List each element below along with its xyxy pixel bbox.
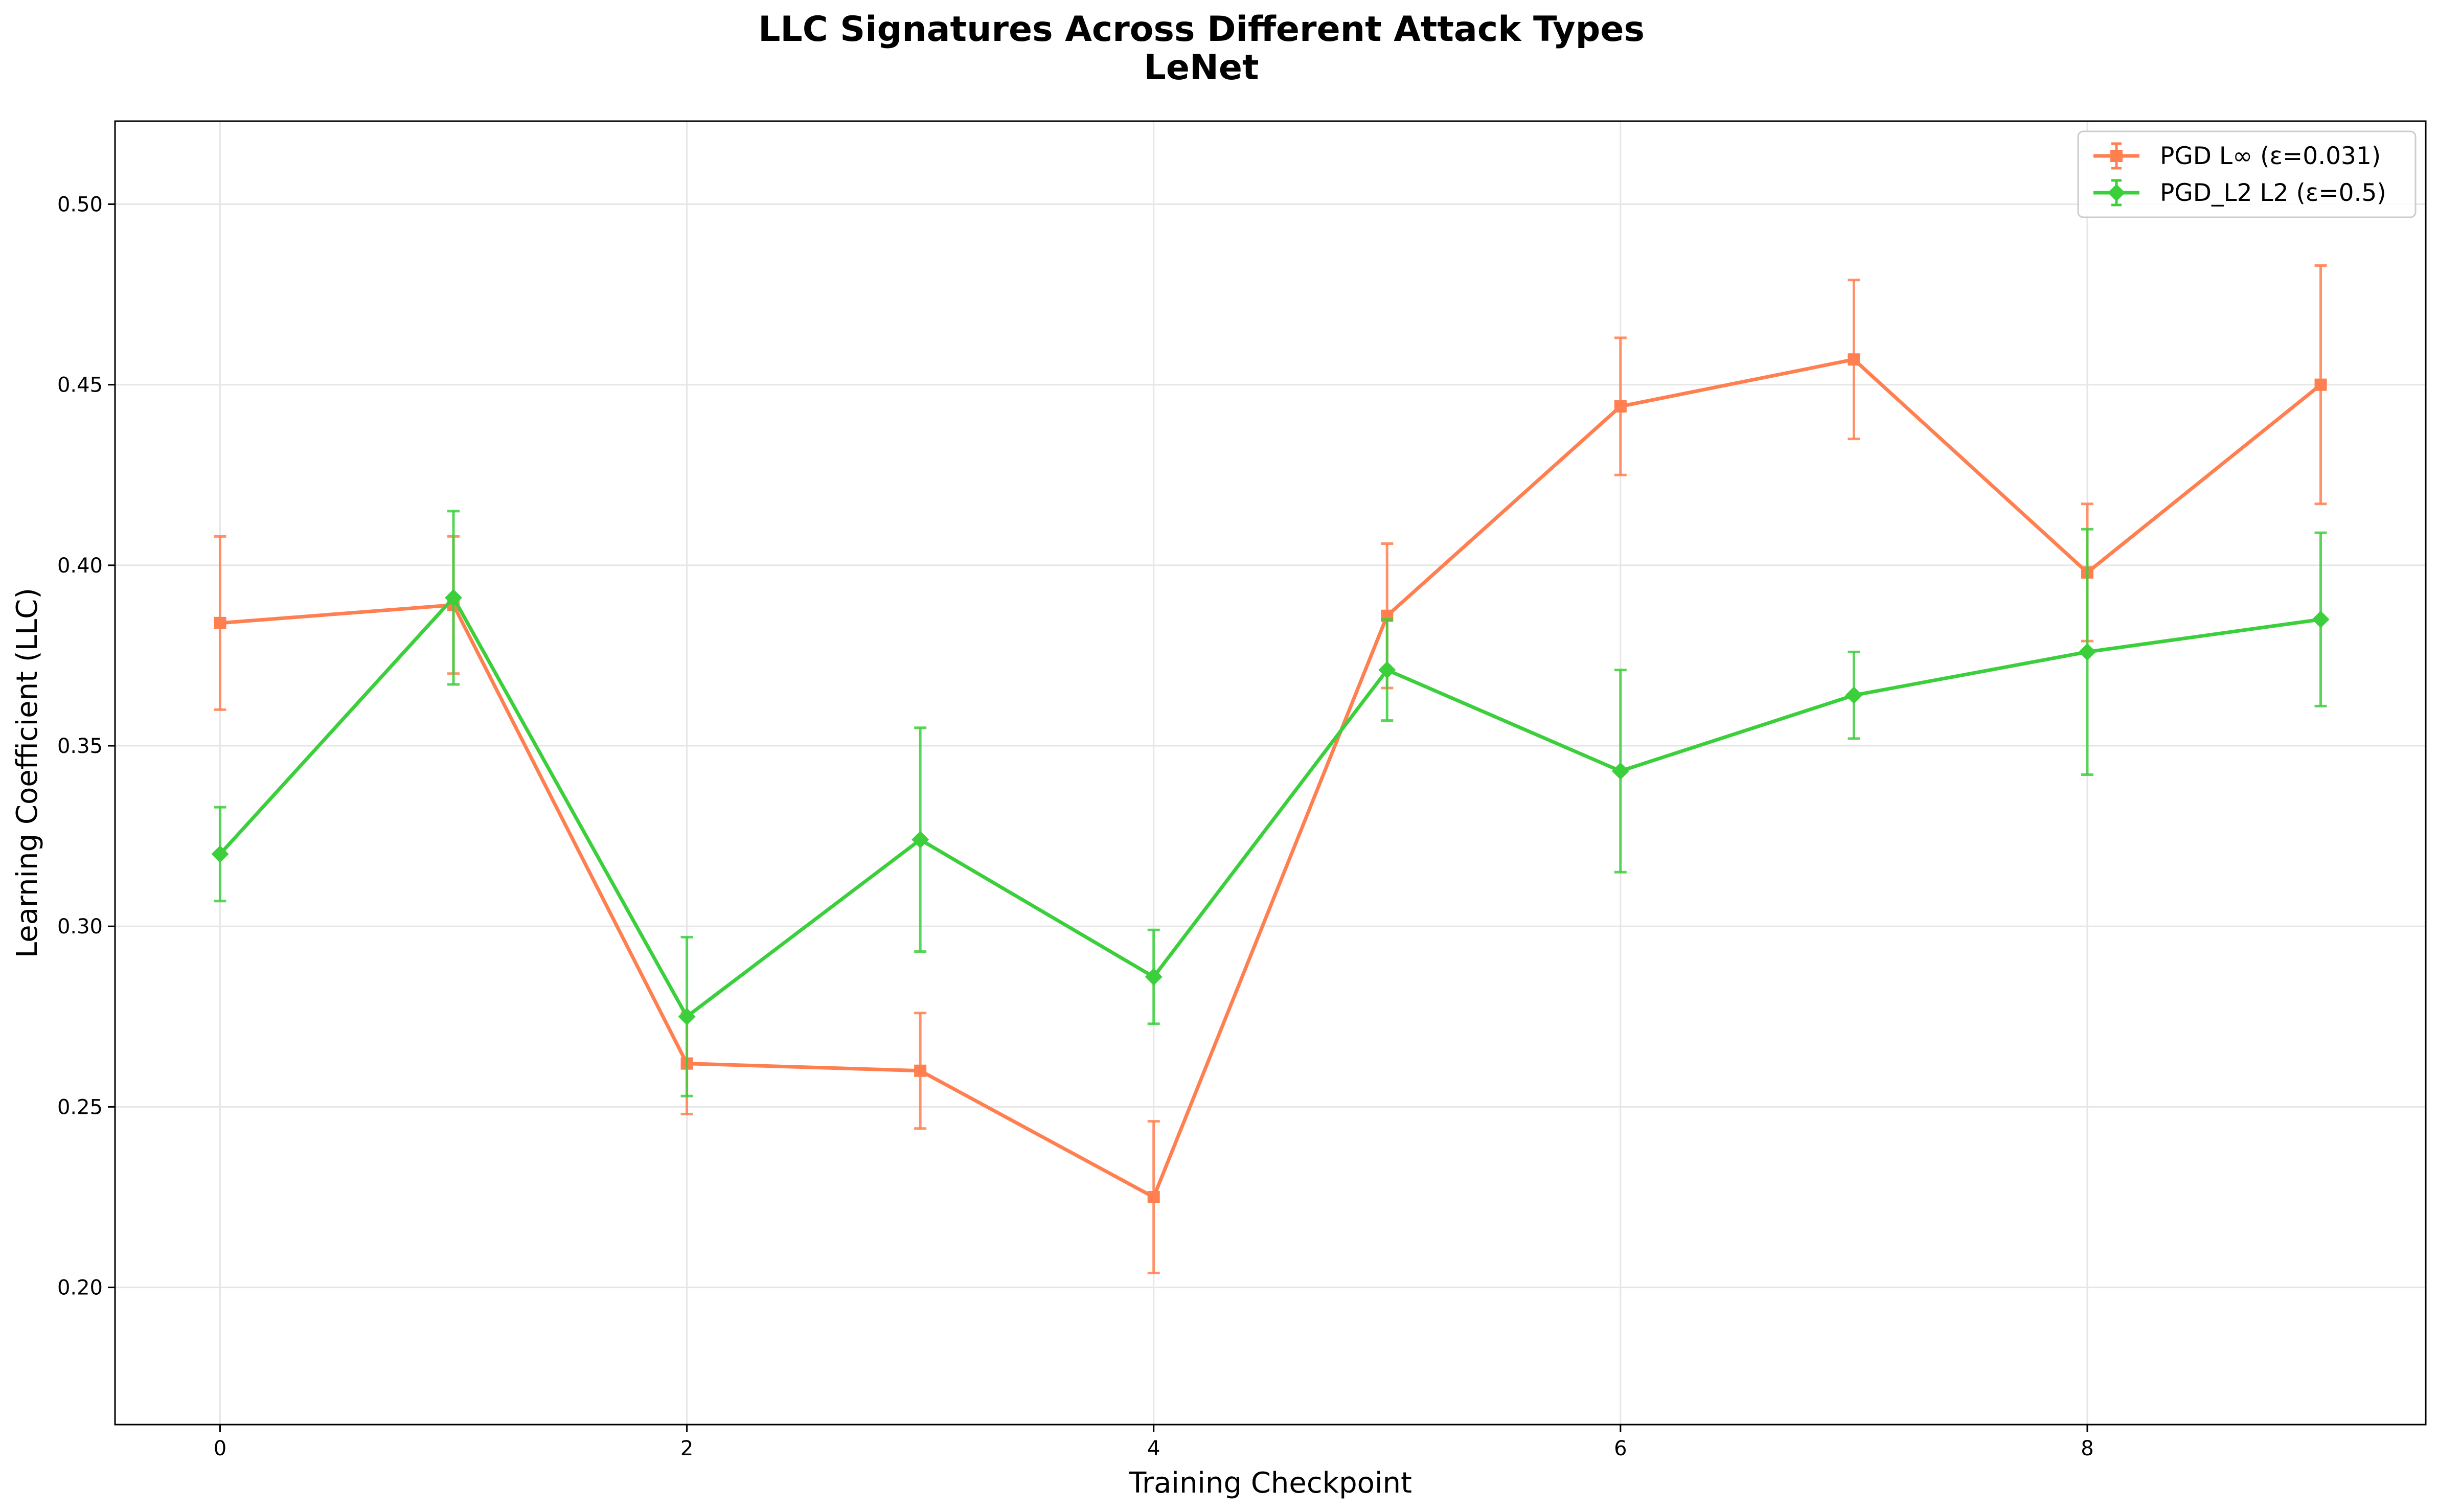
data-point bbox=[214, 616, 226, 629]
y-tick-label: 0.45 bbox=[57, 374, 103, 397]
y-tick-label: 0.30 bbox=[57, 915, 103, 938]
data-point bbox=[1145, 968, 1163, 986]
series-1 bbox=[214, 264, 2327, 1274]
data-point bbox=[1848, 353, 1860, 366]
x-tick-label: 0 bbox=[214, 1437, 226, 1460]
data-point bbox=[1147, 1190, 1160, 1203]
plot-frame bbox=[114, 120, 2427, 1426]
series-line bbox=[218, 595, 2321, 1019]
y-tick-label: 0.50 bbox=[57, 193, 103, 216]
data-point bbox=[1378, 661, 1396, 679]
x-tick-label: 2 bbox=[680, 1437, 693, 1460]
legend-marker bbox=[2110, 150, 2123, 162]
legend-entry-1: PGD L∞ (ε=0.031) bbox=[2093, 142, 2381, 170]
data-point bbox=[914, 1064, 927, 1077]
data-point bbox=[2314, 378, 2327, 391]
legend-label: PGD_L2 L2 (ε=0.5) bbox=[2160, 179, 2386, 207]
data-point bbox=[912, 831, 929, 849]
ticks: 0 2 4 6 8 0.20 0.25 0.30 0.35 0.40 0.45 0.50 bbox=[57, 193, 2094, 1460]
series-2 bbox=[211, 510, 2330, 1097]
legend-entries: PGD L∞ (ε=0.031) PGD_L2 L2 (ε=0.5) bbox=[2093, 142, 2386, 207]
x-axis-label: Training Checkpoint bbox=[1128, 1467, 1412, 1500]
legend-marker bbox=[2108, 184, 2125, 201]
data-point bbox=[1614, 400, 1627, 413]
y-tick-label: 0.25 bbox=[57, 1095, 103, 1119]
legend-box bbox=[2077, 130, 2417, 218]
data-point bbox=[1845, 686, 1863, 704]
legend-entry-2: PGD_L2 L2 (ε=0.5) bbox=[2093, 179, 2386, 207]
y-axis-label: Learning Coefficient (LLC) bbox=[11, 588, 44, 958]
data-point bbox=[2078, 643, 2096, 661]
x-tick-label: 4 bbox=[1147, 1437, 1160, 1460]
x-tick-label: 8 bbox=[2081, 1437, 2093, 1460]
data-point bbox=[1611, 762, 1629, 780]
y-tick-label: 0.20 bbox=[57, 1276, 103, 1300]
data-point bbox=[445, 589, 463, 607]
legend-label: PGD L∞ (ε=0.031) bbox=[2160, 142, 2381, 170]
data-point bbox=[211, 845, 229, 863]
series-layer bbox=[211, 264, 2330, 1274]
data-point bbox=[2312, 610, 2330, 628]
y-tick-label: 0.35 bbox=[57, 735, 103, 758]
y-tick-label: 0.40 bbox=[57, 554, 103, 578]
data-point bbox=[678, 1007, 696, 1025]
chart-title: LLC Signatures Across Different Attack T… bbox=[758, 9, 1645, 50]
series-line bbox=[220, 357, 2322, 1199]
chart-subtitle: LeNet bbox=[1144, 48, 1259, 88]
x-tick-label: 6 bbox=[1614, 1437, 1627, 1460]
legend: PGD L∞ (ε=0.031) PGD_L2 L2 (ε=0.5) bbox=[2077, 130, 2417, 218]
